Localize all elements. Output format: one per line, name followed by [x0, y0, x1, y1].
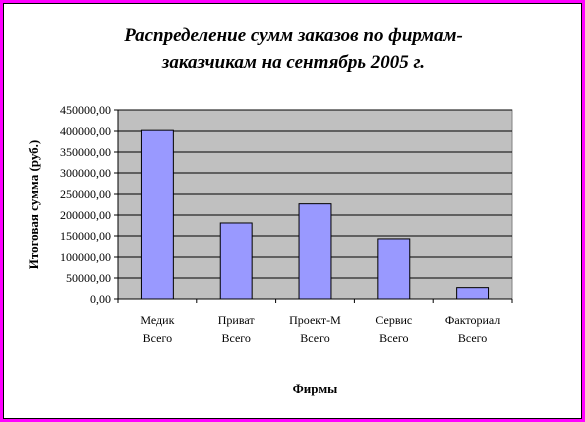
- bar-chart: 0,00 50000,00 100000,00 150000,00 200000,00 2…: [26, 103, 513, 396]
- bar: [298, 203, 332, 300]
- x-axis-title: Фирмы: [293, 381, 338, 396]
- x-tick-label: Медик: [140, 313, 174, 327]
- y-tick-label: 250000,00: [60, 187, 111, 201]
- bar: [456, 287, 490, 300]
- x-tick-label: Всего: [221, 331, 250, 345]
- bar: [219, 222, 253, 300]
- y-tick-label: 150000,00: [60, 229, 111, 243]
- x-tick-label: Факториал: [445, 313, 500, 327]
- x-tick-label: Приват: [218, 313, 256, 327]
- y-tick-label: 450000,00: [60, 103, 111, 117]
- y-axis-title: Итоговая сумма (руб.): [26, 140, 41, 269]
- chart-title: Распределение сумм заказов по фирмам- за…: [4, 22, 583, 76]
- y-tick-label: 350000,00: [60, 145, 111, 159]
- chart-title-line-2: заказчикам на сентябрь 2005 г.: [161, 52, 426, 73]
- x-tick-label: Всего: [300, 331, 329, 345]
- y-tick-label: 50000,00: [66, 271, 111, 285]
- x-tick-label: Всего: [143, 331, 172, 345]
- y-tick-label: 300000,00: [60, 166, 111, 180]
- x-tick-label: Сервис: [375, 313, 412, 327]
- y-tick-label: 400000,00: [60, 124, 111, 138]
- x-tick-label: Всего: [379, 331, 408, 345]
- bar: [140, 129, 174, 300]
- x-tick-label: Проект-М: [289, 313, 341, 327]
- y-tick-label: 0,00: [90, 292, 111, 306]
- x-tick-label: Всего: [458, 331, 487, 345]
- bar: [377, 238, 411, 300]
- y-tick-label: 200000,00: [60, 208, 111, 222]
- chart-title-line-1: Распределение сумм заказов по фирмам-: [124, 25, 463, 46]
- y-tick-label: 100000,00: [60, 250, 111, 264]
- chart-frame: Распределение сумм заказов по фирмам- за…: [3, 3, 582, 419]
